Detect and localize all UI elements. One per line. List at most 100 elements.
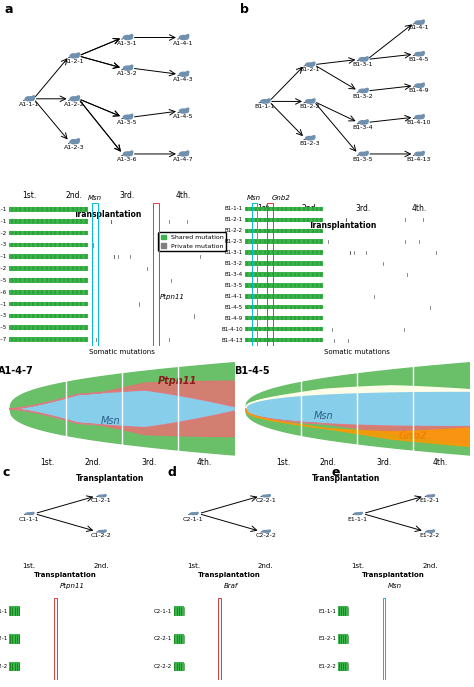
Text: B1-3-5: B1-3-5 <box>225 283 243 288</box>
Text: E1-1-1: E1-1-1 <box>347 517 368 522</box>
Circle shape <box>187 108 189 110</box>
Text: E1-2-2: E1-2-2 <box>319 664 337 669</box>
Circle shape <box>185 35 189 39</box>
Ellipse shape <box>415 52 423 56</box>
Text: E1-2-1: E1-2-1 <box>420 498 440 503</box>
Bar <box>9 337 88 342</box>
Text: Ptpn11: Ptpn11 <box>158 376 197 386</box>
Text: A1-4-7: A1-4-7 <box>173 157 193 162</box>
Text: A1-4-5: A1-4-5 <box>0 325 7 330</box>
Bar <box>338 662 348 671</box>
Text: Transplantation: Transplantation <box>362 572 425 578</box>
Circle shape <box>103 530 106 532</box>
Circle shape <box>30 513 34 515</box>
Circle shape <box>187 71 189 74</box>
Text: A1-3-2: A1-3-2 <box>0 266 7 271</box>
Bar <box>252 203 257 346</box>
Text: B1-3-4: B1-3-4 <box>225 272 243 277</box>
Ellipse shape <box>190 513 197 515</box>
Text: A1-2-1: A1-2-1 <box>64 59 84 64</box>
Bar <box>267 203 273 346</box>
Ellipse shape <box>306 100 313 103</box>
Bar <box>245 272 323 277</box>
Circle shape <box>131 151 133 153</box>
Ellipse shape <box>427 495 433 497</box>
Text: Transplantation: Transplantation <box>309 221 377 229</box>
Text: A1-4-1: A1-4-1 <box>0 302 7 306</box>
Text: Gnb2: Gnb2 <box>399 431 428 441</box>
Ellipse shape <box>98 495 105 497</box>
Circle shape <box>365 152 368 155</box>
Circle shape <box>313 135 315 137</box>
Ellipse shape <box>98 530 105 532</box>
Text: A1-3-6: A1-3-6 <box>0 290 7 295</box>
Bar <box>54 598 57 680</box>
Text: 2nd.: 2nd. <box>94 563 109 570</box>
Text: A1-2-2: A1-2-2 <box>64 102 84 107</box>
Ellipse shape <box>25 97 33 101</box>
Text: 1st.: 1st. <box>23 563 36 570</box>
Ellipse shape <box>359 58 366 61</box>
Bar <box>9 607 20 616</box>
Text: A1-3-1: A1-3-1 <box>117 41 137 45</box>
Bar <box>245 251 323 255</box>
Circle shape <box>359 513 362 515</box>
Text: C1-2-2: C1-2-2 <box>91 533 112 539</box>
Text: Somatic mutations: Somatic mutations <box>89 349 155 355</box>
Circle shape <box>185 152 189 155</box>
Circle shape <box>422 52 424 53</box>
Text: b: b <box>240 3 249 16</box>
Ellipse shape <box>263 495 269 497</box>
Circle shape <box>131 114 133 116</box>
Text: Transplantation: Transplantation <box>73 210 142 219</box>
Ellipse shape <box>415 153 423 156</box>
Text: C2-1-1: C2-1-1 <box>154 609 173 613</box>
Text: Transplantation: Transplantation <box>76 473 145 482</box>
Ellipse shape <box>359 153 366 156</box>
Bar <box>92 203 98 346</box>
Circle shape <box>366 57 368 58</box>
Text: 4th.: 4th. <box>411 204 427 213</box>
Bar <box>245 294 323 299</box>
Circle shape <box>366 120 368 122</box>
Text: A1-1-1: A1-1-1 <box>19 102 39 107</box>
Bar <box>9 219 88 223</box>
Ellipse shape <box>415 84 423 87</box>
Bar <box>9 662 20 671</box>
Text: Ptpn11: Ptpn11 <box>160 294 185 300</box>
Text: 2nd.: 2nd. <box>65 191 82 200</box>
Ellipse shape <box>306 63 313 67</box>
Ellipse shape <box>180 72 187 76</box>
Text: 2nd.: 2nd. <box>301 204 318 213</box>
Circle shape <box>33 95 35 98</box>
Circle shape <box>420 21 424 24</box>
Bar <box>9 278 88 283</box>
Ellipse shape <box>359 121 366 124</box>
Text: B1-3-4: B1-3-4 <box>352 125 373 130</box>
Text: E1-2-1: E1-2-1 <box>319 636 337 642</box>
Circle shape <box>366 89 368 90</box>
Text: 1st.: 1st. <box>351 563 364 570</box>
Circle shape <box>131 65 133 67</box>
Text: Ptpn11: Ptpn11 <box>59 583 84 589</box>
Ellipse shape <box>427 530 433 532</box>
Text: C2-2-1: C2-2-1 <box>255 498 276 503</box>
Text: B1-3-2: B1-3-2 <box>352 93 373 98</box>
Circle shape <box>129 152 132 155</box>
Ellipse shape <box>123 115 131 120</box>
Circle shape <box>365 120 368 124</box>
Text: A1-3-1: A1-3-1 <box>0 254 7 259</box>
Bar <box>245 207 323 211</box>
Circle shape <box>365 58 368 60</box>
Text: Msn: Msn <box>314 411 333 421</box>
Text: B1-1-1: B1-1-1 <box>255 104 275 109</box>
Text: A1-4-3: A1-4-3 <box>0 313 7 318</box>
Text: 2nd.: 2nd. <box>422 563 438 570</box>
Text: B1-4-5: B1-4-5 <box>225 305 243 310</box>
Text: 4th.: 4th. <box>197 458 212 467</box>
Circle shape <box>187 151 189 153</box>
Text: C1-2-1: C1-2-1 <box>0 636 8 642</box>
Bar <box>9 290 88 295</box>
Circle shape <box>105 530 106 531</box>
Text: Msn: Msn <box>100 416 120 426</box>
